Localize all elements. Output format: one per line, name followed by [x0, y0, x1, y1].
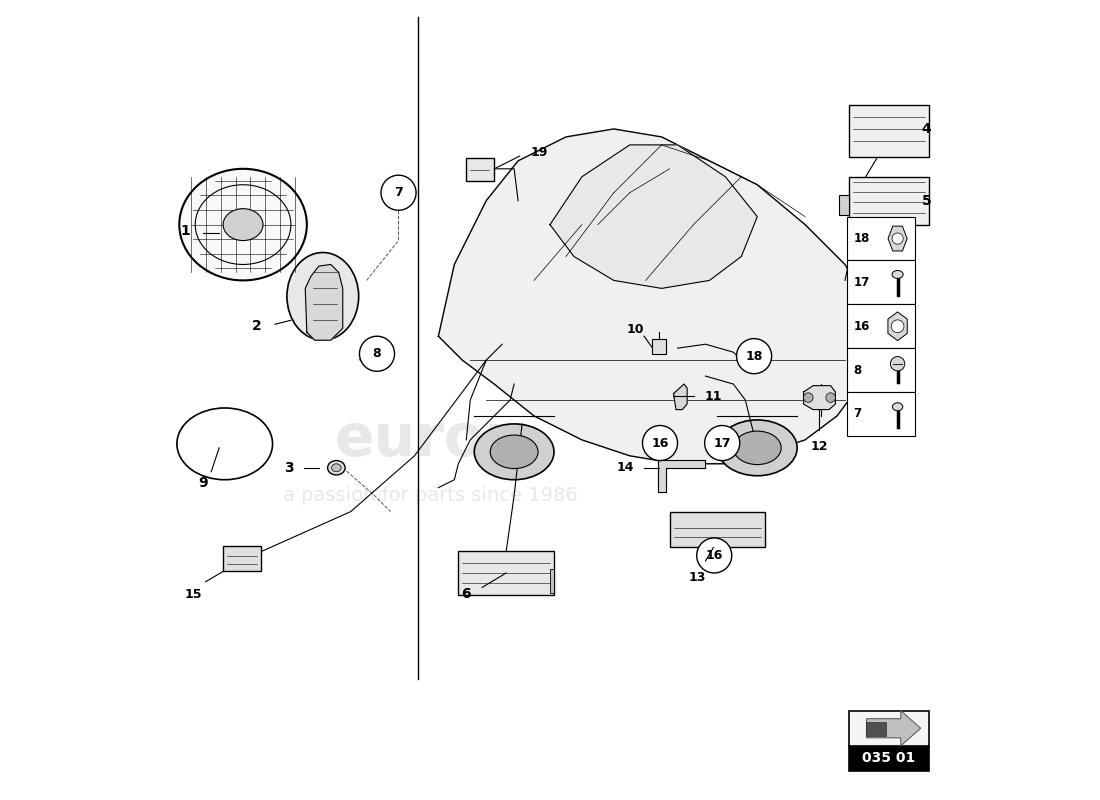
- Circle shape: [737, 338, 771, 374]
- Circle shape: [381, 175, 416, 210]
- Text: 12: 12: [811, 440, 828, 453]
- Text: 14: 14: [617, 462, 635, 474]
- Text: 18: 18: [854, 232, 870, 245]
- Text: 5: 5: [922, 194, 932, 208]
- FancyBboxPatch shape: [847, 217, 915, 261]
- Circle shape: [360, 336, 395, 371]
- Polygon shape: [550, 145, 757, 288]
- Ellipse shape: [717, 420, 798, 476]
- Polygon shape: [888, 312, 907, 341]
- Ellipse shape: [328, 461, 345, 475]
- Text: 3: 3: [285, 461, 294, 474]
- FancyBboxPatch shape: [652, 339, 667, 354]
- Text: 18: 18: [746, 350, 762, 362]
- Text: 16: 16: [854, 320, 870, 333]
- Ellipse shape: [892, 402, 903, 410]
- FancyBboxPatch shape: [550, 569, 554, 593]
- Ellipse shape: [223, 209, 263, 241]
- FancyBboxPatch shape: [466, 158, 494, 181]
- Text: 10: 10: [627, 323, 645, 336]
- Text: 17: 17: [714, 437, 730, 450]
- Polygon shape: [673, 384, 688, 410]
- Text: 11: 11: [705, 390, 723, 402]
- Circle shape: [803, 393, 813, 402]
- Text: 16: 16: [705, 549, 723, 562]
- Text: 1: 1: [180, 224, 189, 238]
- Text: a passion for parts since 1986: a passion for parts since 1986: [283, 486, 578, 505]
- FancyBboxPatch shape: [867, 722, 887, 736]
- Ellipse shape: [287, 253, 359, 340]
- FancyBboxPatch shape: [847, 304, 915, 348]
- FancyBboxPatch shape: [459, 551, 554, 595]
- Polygon shape: [439, 129, 877, 464]
- FancyBboxPatch shape: [838, 195, 849, 215]
- FancyBboxPatch shape: [847, 392, 915, 436]
- Text: 16: 16: [651, 437, 669, 450]
- Text: 2: 2: [252, 319, 262, 333]
- Text: 19: 19: [530, 146, 548, 159]
- Text: 7: 7: [854, 407, 862, 421]
- Text: 15: 15: [184, 588, 201, 601]
- Polygon shape: [658, 460, 705, 492]
- Circle shape: [890, 357, 905, 371]
- Ellipse shape: [179, 169, 307, 281]
- Text: 7: 7: [394, 186, 403, 199]
- Polygon shape: [867, 710, 921, 746]
- FancyBboxPatch shape: [849, 711, 928, 746]
- Ellipse shape: [892, 270, 903, 278]
- FancyBboxPatch shape: [670, 512, 766, 547]
- Ellipse shape: [331, 464, 341, 472]
- Circle shape: [826, 393, 835, 402]
- Ellipse shape: [734, 431, 781, 465]
- FancyBboxPatch shape: [849, 746, 928, 770]
- Ellipse shape: [474, 424, 554, 480]
- Circle shape: [696, 538, 732, 573]
- FancyBboxPatch shape: [847, 348, 915, 392]
- Ellipse shape: [491, 435, 538, 469]
- Circle shape: [642, 426, 678, 461]
- Text: 13: 13: [689, 570, 706, 584]
- FancyBboxPatch shape: [223, 546, 262, 571]
- FancyBboxPatch shape: [849, 177, 928, 225]
- Circle shape: [891, 320, 904, 333]
- Text: 8: 8: [854, 364, 862, 377]
- FancyBboxPatch shape: [849, 105, 928, 157]
- Polygon shape: [803, 386, 835, 410]
- Circle shape: [705, 426, 739, 461]
- Text: 17: 17: [854, 276, 870, 289]
- Polygon shape: [888, 226, 907, 251]
- Text: 035 01: 035 01: [862, 751, 915, 765]
- FancyBboxPatch shape: [152, 2, 948, 798]
- FancyBboxPatch shape: [847, 261, 915, 304]
- Circle shape: [892, 233, 903, 244]
- Text: 6: 6: [462, 586, 471, 601]
- Text: europ: europ: [334, 411, 526, 468]
- Text: 4: 4: [922, 122, 932, 136]
- Text: 8: 8: [373, 347, 382, 360]
- Text: 9: 9: [198, 476, 208, 490]
- Polygon shape: [306, 265, 343, 340]
